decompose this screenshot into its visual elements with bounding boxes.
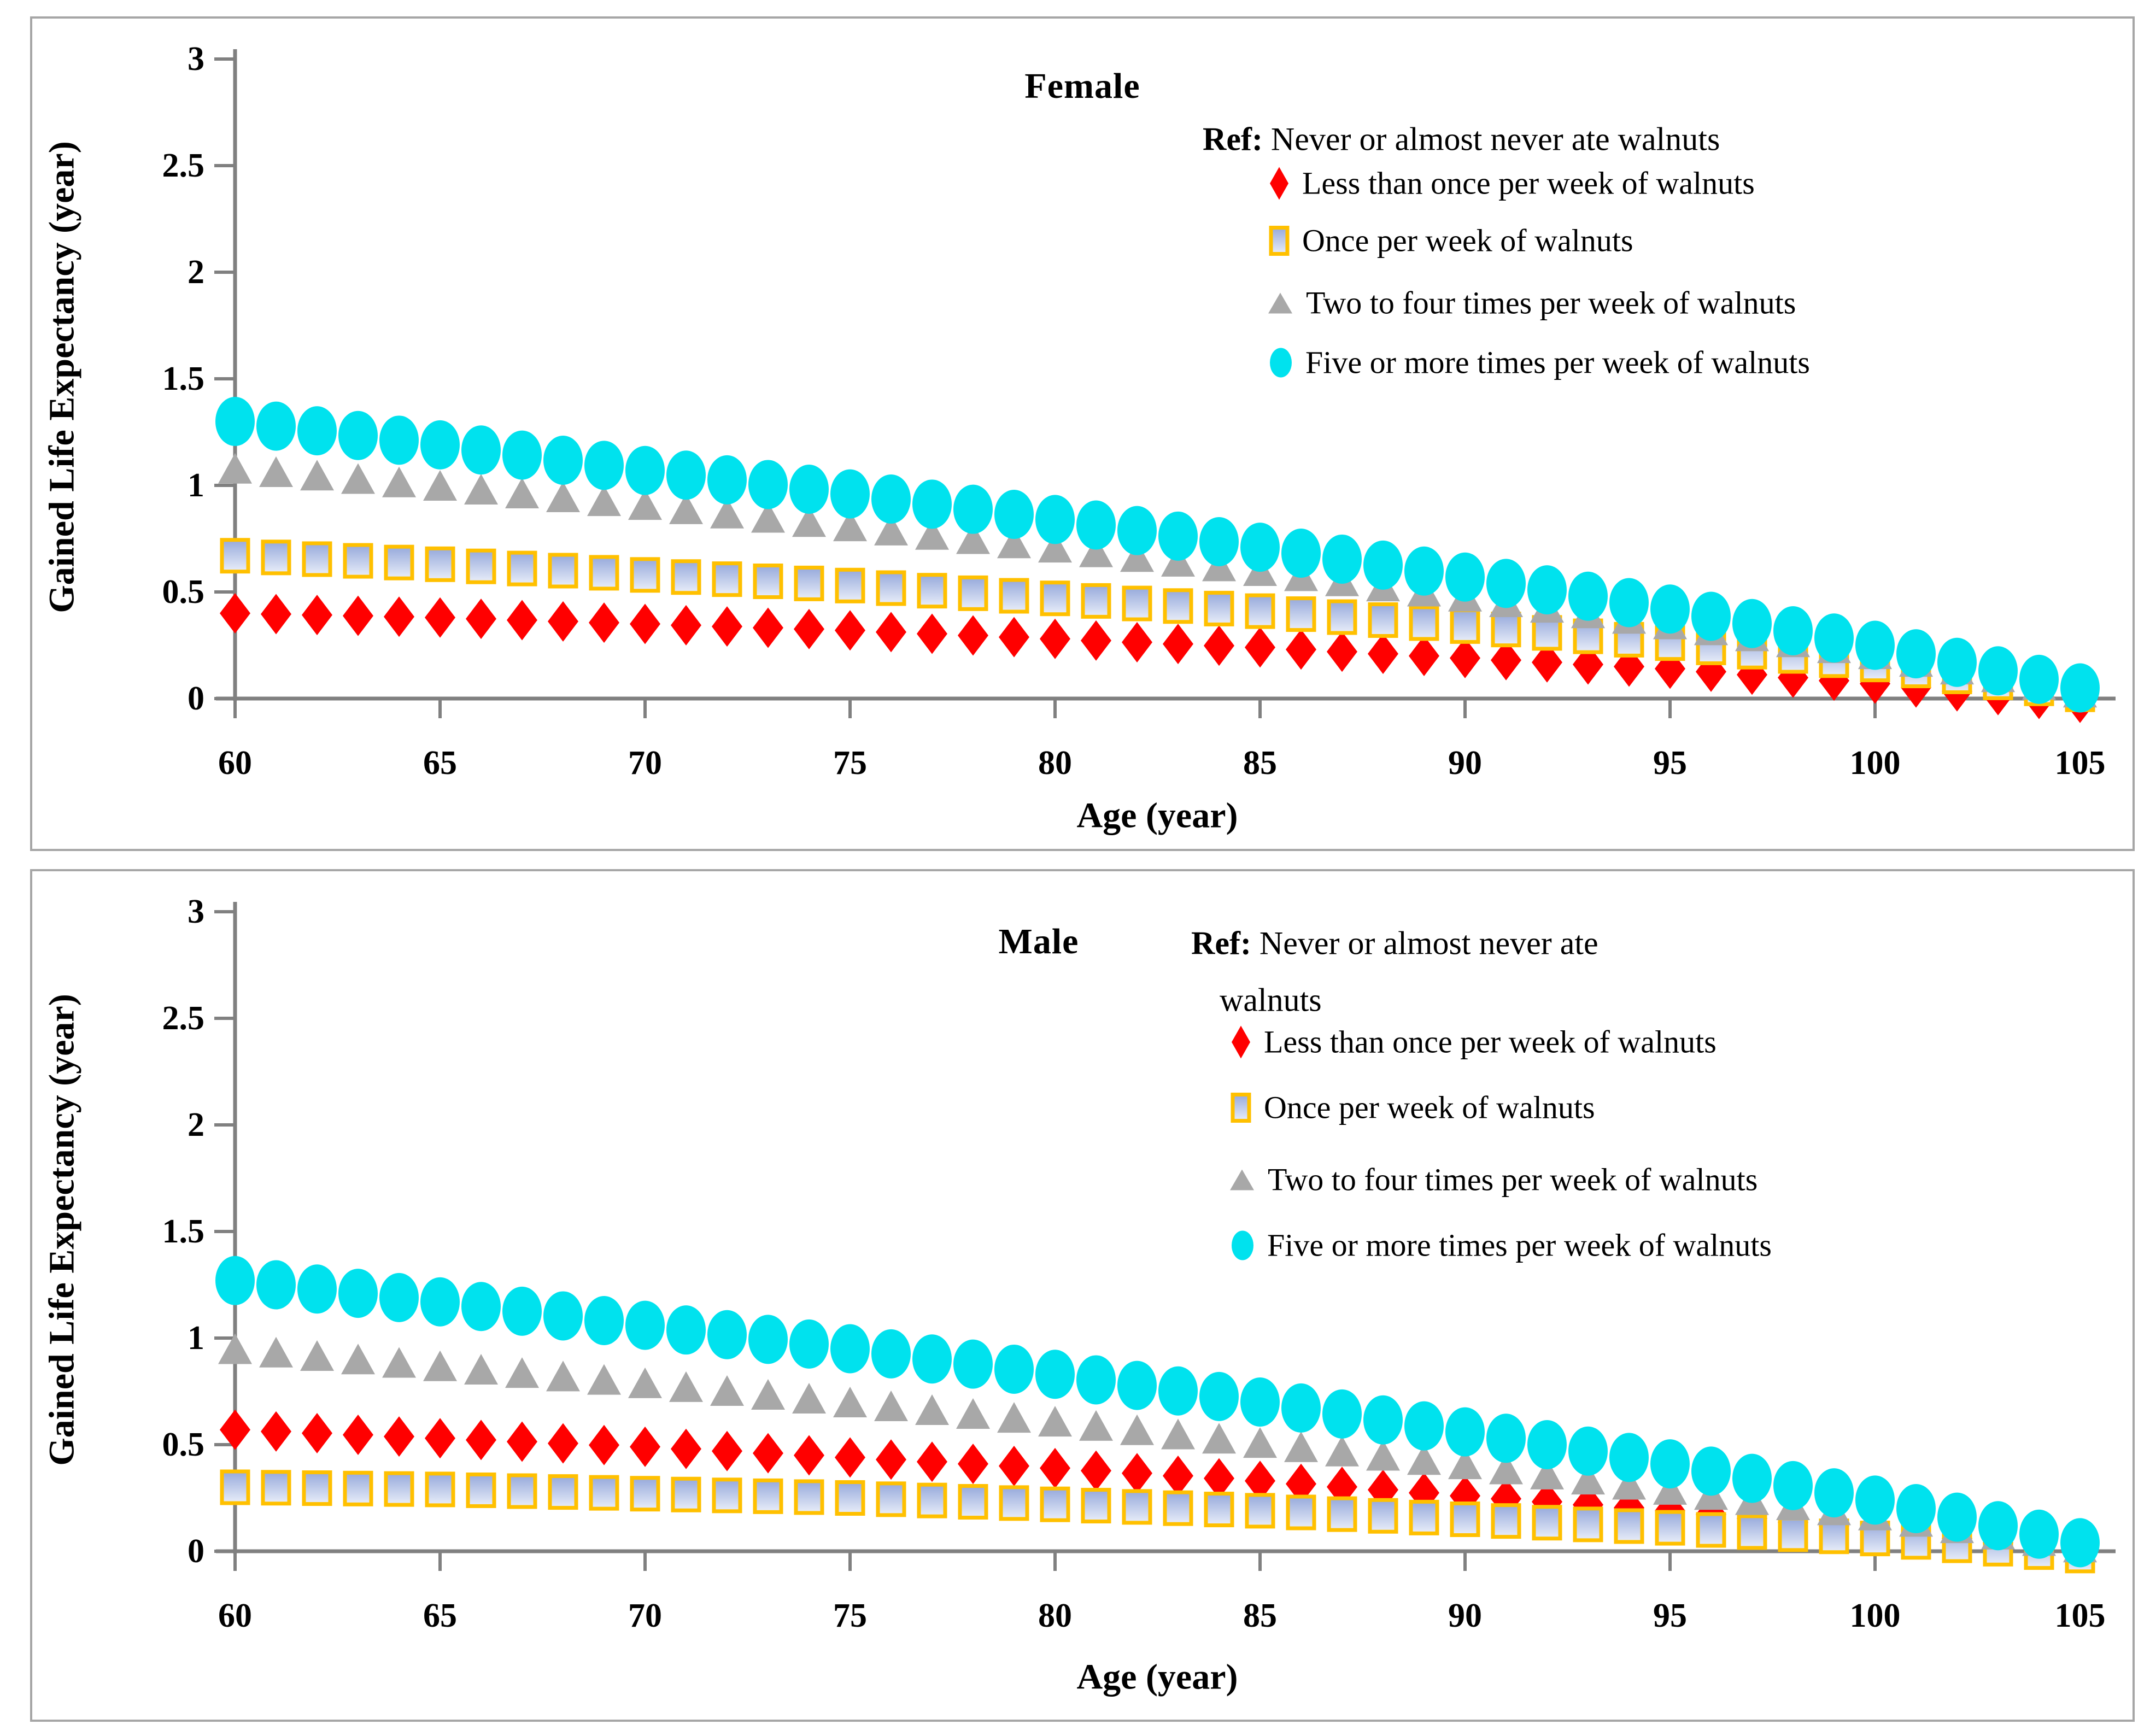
y-tick-label: 2 [188,254,204,291]
x-tick-label: 90 [1448,744,1482,782]
x-tick-label: 65 [423,1597,457,1634]
y-tick-label: 0 [188,680,204,717]
x-tick-label: 80 [1038,744,1072,782]
series-once-per-week-markers [220,538,2095,712]
x-tick-label: 105 [2055,1597,2106,1634]
x-tick-label: 90 [1448,1597,1482,1634]
series-five-or-more-markers [215,397,2100,713]
x-axis-title: Age (year) [1076,796,1238,836]
x-tick-label: 70 [628,744,662,782]
y-tick-label: 1.5 [162,360,205,397]
y-axis-title: Gained Life Expectancy (year) [42,994,82,1465]
y-tick-label: 1 [188,467,204,504]
y-tick-label: 1.5 [162,1213,205,1250]
y-tick-label: 0.5 [162,1426,205,1463]
x-tick-label: 105 [2055,744,2106,782]
x-tick-label: 95 [1653,1597,1687,1634]
x-tick-label: 75 [833,1597,867,1634]
y-tick-label: 0.5 [162,573,205,611]
x-tick-label: 70 [628,1597,662,1634]
y-tick-label: 3 [188,40,204,78]
x-tick-label: 60 [218,744,252,782]
series-two-to-four-markers [218,1333,2097,1563]
x-axis-title: Age (year) [1076,1657,1238,1697]
x-tick-label: 100 [1850,1597,1901,1634]
x-tick-label: 100 [1850,744,1901,782]
x-tick-label: 95 [1653,744,1687,782]
male-chart-panel: 0 0.5 1 1.5 2 2.5 3 60 65 70 75 80 85 90 95 100 105 Age (… [30,869,2135,1722]
female-plot-canvas: 0 0.5 1 1.5 2 2.5 3 60 65 70 75 80 85 90 95 100 105 Age (… [30,16,2135,851]
x-tick-label: 65 [423,744,457,782]
x-tick-label: 60 [218,1597,252,1634]
female-chart-panel: 0 0.5 1 1.5 2 2.5 3 60 65 70 75 80 85 90 95 100 105 Age (… [30,16,2135,851]
y-tick-label: 3 [188,893,204,930]
y-tick-label: 0 [188,1533,204,1570]
y-tick-label: 2 [188,1106,204,1143]
y-tick-label: 2.5 [162,1000,205,1037]
y-axis-title: Gained Life Expectancy (year) [42,141,82,613]
series-five-or-more-markers [215,1256,2100,1568]
axes: 0 0.5 1 1.5 2 2.5 3 60 65 70 75 80 85 90 95 100 105 Age (… [42,40,2116,836]
y-tick-label: 2.5 [162,147,205,184]
series-once-per-week-markers [220,1469,2095,1574]
y-tick-label: 1 [188,1319,204,1357]
x-tick-label: 80 [1038,1597,1072,1634]
x-tick-label: 85 [1243,1597,1277,1634]
x-tick-label: 85 [1243,744,1277,782]
male-plot-canvas: 0 0.5 1 1.5 2 2.5 3 60 65 70 75 80 85 90 95 100 105 Age (… [30,869,2135,1722]
x-tick-label: 75 [833,744,867,782]
